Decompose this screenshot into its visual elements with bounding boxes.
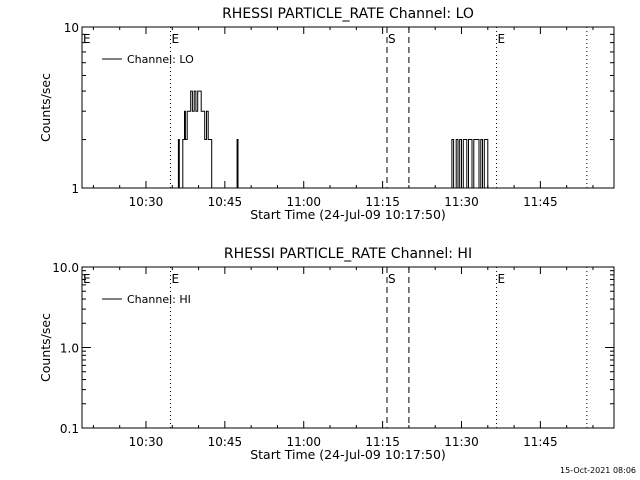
x-axis-label: Start Time (24-Jul-09 10:17:50) — [250, 207, 446, 222]
x-tick-label: 11:45 — [523, 195, 558, 209]
y-tick-label: 0.1 — [60, 422, 79, 436]
y-tick-label: 1.0 — [60, 342, 79, 356]
legend-label: Channel: HI — [127, 293, 191, 306]
plot-frame — [81, 266, 615, 429]
series-channel-lo — [177, 90, 490, 189]
plot-frame — [81, 26, 615, 189]
y-tick-label: 10.0 — [52, 261, 79, 275]
x-tick-label: 10:45 — [208, 435, 243, 449]
footer-timestamp: 15-Oct-2021 08:06 — [560, 466, 636, 475]
marker-label-E: E — [498, 272, 506, 286]
marker-label-E: E — [172, 32, 180, 46]
y-axis-label: Counts/sec — [38, 313, 53, 382]
x-tick-label: 10:30 — [129, 435, 164, 449]
y-axis-label: Counts/sec — [38, 73, 53, 142]
x-tick-label: 11:15 — [365, 195, 400, 209]
x-tick-label: 11:30 — [444, 435, 479, 449]
x-tick-label: 11:00 — [286, 435, 321, 449]
y-tick-label: 10 — [64, 21, 79, 35]
legend-label: Channel: LO — [127, 53, 194, 66]
x-tick-label: 11:30 — [444, 195, 479, 209]
marker-label-E: E — [172, 272, 180, 286]
y-tick-label: 1 — [71, 182, 79, 196]
marker-label-E: E — [498, 32, 506, 46]
x-tick-label: 10:45 — [208, 195, 243, 209]
x-axis-label: Start Time (24-Jul-09 10:17:50) — [250, 447, 446, 462]
marker-label-E: E — [83, 32, 91, 46]
series-line — [177, 90, 490, 189]
chart-title: RHESSI PARTICLE_RATE Channel: HI — [224, 246, 472, 262]
marker-label-E: E — [83, 272, 91, 286]
x-tick-label: 11:45 — [523, 435, 558, 449]
chart-title: RHESSI PARTICLE_RATE Channel: LO — [222, 6, 474, 22]
x-tick-label: 10:30 — [129, 195, 164, 209]
x-tick-label: 11:00 — [286, 195, 321, 209]
x-tick-label: 11:15 — [365, 435, 400, 449]
marker-label-S: S — [388, 272, 396, 286]
marker-label-S: S — [388, 32, 396, 46]
